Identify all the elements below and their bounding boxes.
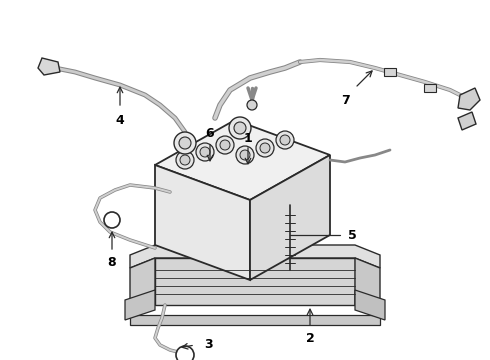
Text: 1: 1 [244,131,252,144]
Text: 3: 3 [204,338,212,351]
Circle shape [280,135,290,145]
Circle shape [234,122,246,134]
Polygon shape [458,112,476,130]
Circle shape [260,143,270,153]
Text: 6: 6 [206,126,214,140]
Polygon shape [130,315,380,325]
Polygon shape [130,258,155,315]
Circle shape [276,131,294,149]
Text: 2: 2 [306,332,315,345]
Circle shape [220,140,230,150]
Polygon shape [130,245,380,268]
Polygon shape [125,290,155,320]
Circle shape [176,346,194,360]
Circle shape [180,155,190,165]
Circle shape [229,117,251,139]
Circle shape [196,143,214,161]
Polygon shape [355,258,380,315]
Polygon shape [384,68,396,76]
Polygon shape [155,258,355,305]
Polygon shape [38,58,60,75]
Polygon shape [155,165,250,280]
Polygon shape [250,155,330,280]
Polygon shape [355,290,385,320]
Text: 8: 8 [108,256,116,270]
Circle shape [200,147,210,157]
Circle shape [236,146,254,164]
Circle shape [104,212,120,228]
Circle shape [174,132,196,154]
Polygon shape [458,88,480,110]
Circle shape [179,137,191,149]
Circle shape [176,151,194,169]
Circle shape [240,150,250,160]
Circle shape [247,100,257,110]
Text: 4: 4 [116,113,124,126]
Polygon shape [424,84,436,92]
Text: 7: 7 [341,94,349,107]
Text: 5: 5 [347,229,356,242]
Circle shape [216,136,234,154]
Circle shape [256,139,274,157]
Polygon shape [155,120,330,200]
